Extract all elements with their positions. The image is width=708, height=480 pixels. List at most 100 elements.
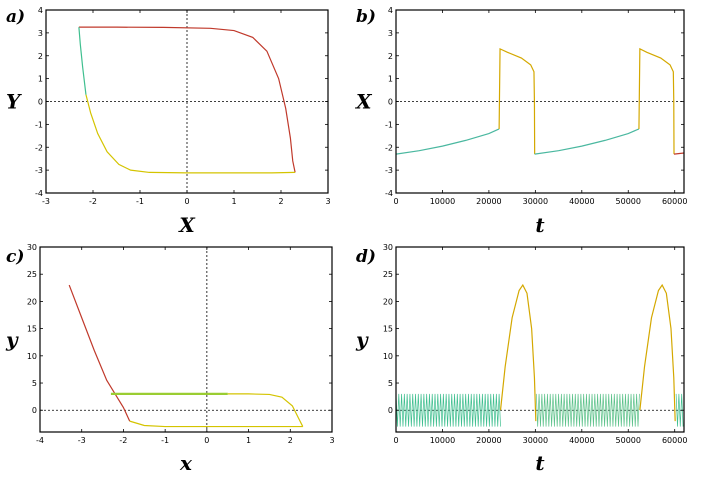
y-axis-label: Y (6, 90, 22, 114)
x-axis-label: t (535, 213, 545, 237)
y-tick-label: -1 (385, 120, 393, 129)
x-tick-label: 2 (278, 197, 283, 206)
y-tick-label: -1 (35, 120, 43, 129)
x-tick-label: 0 (204, 436, 209, 445)
series-left-branch (78, 27, 87, 95)
x-tick-label: 30000 (523, 197, 548, 206)
y-tick-label: 15 (27, 325, 37, 334)
panel-label: c) (6, 247, 24, 267)
y-tick-label: -4 (385, 189, 393, 198)
y-tick-label: 0 (32, 406, 37, 415)
y-tick-label: 1 (38, 75, 43, 84)
y-tick-label: 15 (383, 325, 393, 334)
y-tick-label: 0 (38, 98, 43, 107)
x-tick-label: 60000 (662, 436, 687, 445)
x-tick-label: 2 (288, 436, 293, 445)
x-tick-label: 60000 (662, 197, 687, 206)
y-tick-label: -3 (385, 166, 393, 175)
y-tick-label: 25 (383, 270, 393, 279)
x-tick-label: 10000 (430, 197, 455, 206)
x-tick-label: -2 (119, 436, 127, 445)
y-tick-label: -3 (35, 166, 43, 175)
y-tick-label: 4 (38, 6, 43, 15)
plot-frame (395, 246, 685, 433)
series-cycle-1-slow (396, 128, 500, 155)
x-tick-label: 0 (393, 197, 398, 206)
y-tick-label: -2 (35, 143, 43, 152)
panel-label: b) (356, 7, 376, 27)
series-burst-1 (499, 283, 537, 422)
series-tail (673, 152, 684, 155)
y-tick-label: 0 (388, 406, 393, 415)
x-tick-label: 0 (184, 197, 189, 206)
x-tick-label: 3 (329, 436, 334, 445)
y-tick-label: 3 (38, 29, 43, 38)
panel-b: 0 10000 20000 30000 40000 50000 60000 -4 -3 -2 -1 0… (354, 6, 687, 237)
x-tick-label: 1 (246, 436, 251, 445)
plot-frame (39, 246, 333, 433)
series-cycle-1-jump (498, 47, 536, 155)
y-tick-label: 5 (32, 379, 37, 388)
series-right-branch (227, 393, 304, 427)
x-tick-label: 40000 (569, 436, 594, 445)
oscillation-series-3 (675, 393, 684, 427)
panel-d: 0 10000 20000 30000 40000 50000 60000 0 5 10 15 20 2… (355, 243, 687, 475)
y-tick-label: 30 (27, 243, 37, 252)
y-tick-label: 2 (388, 52, 393, 61)
series-cycle-2-slow (534, 128, 640, 155)
x-tick-label: -3 (42, 197, 50, 206)
y-tick-label: 10 (383, 352, 393, 361)
y-tick-label: -2 (385, 143, 393, 152)
x-tick-label: 40000 (569, 197, 594, 206)
x-tick-label: 30000 (523, 436, 548, 445)
x-tick-label: -1 (136, 197, 144, 206)
plot-area (396, 47, 684, 155)
x-tick-label: -2 (89, 197, 97, 206)
y-tick-label: 4 (388, 6, 393, 15)
y-tick-label: 10 (27, 352, 37, 361)
y-tick-label: 2 (38, 52, 43, 61)
y-tick-label: 5 (388, 379, 393, 388)
series-top-branch (78, 26, 296, 173)
x-tick-label: 20000 (476, 197, 501, 206)
panel-label: d) (356, 247, 376, 267)
series-left-descending-branch (68, 284, 131, 422)
x-tick-label: -4 (36, 436, 44, 445)
y-tick-label: 20 (383, 297, 393, 306)
x-axis-label: x (179, 451, 193, 475)
y-axis-label: y (5, 328, 19, 352)
y-tick-label: 20 (27, 297, 37, 306)
x-tick-label: 10000 (430, 436, 455, 445)
oscillation-series-2 (535, 393, 640, 427)
series-burst-2 (639, 283, 676, 422)
x-axis-label: X (177, 213, 196, 237)
plot-area (68, 284, 304, 428)
y-tick-label: 25 (27, 270, 37, 279)
x-tick-label: -3 (78, 436, 86, 445)
panel-label: a) (6, 7, 25, 27)
x-tick-label: 0 (393, 436, 398, 445)
y-tick-label: -4 (35, 189, 43, 198)
x-tick-label: 20000 (476, 436, 501, 445)
x-axis-label: t (535, 451, 545, 475)
y-tick-label: 1 (388, 75, 393, 84)
y-axis-label: X (354, 90, 373, 114)
y-tick-label: 0 (388, 98, 393, 107)
y-tick-label: 3 (388, 29, 393, 38)
series-bottom-branch (85, 94, 296, 174)
y-axis-label: y (355, 328, 369, 352)
x-tick-label: 50000 (616, 436, 641, 445)
series-cycle-2-jump (638, 47, 675, 155)
y-tick-label: 30 (383, 243, 393, 252)
x-tick-label: 50000 (616, 197, 641, 206)
series-bottom-branch (129, 420, 303, 428)
plot-area (396, 283, 684, 427)
oscillation-series-1 (396, 393, 501, 427)
x-tick-label: -1 (161, 436, 169, 445)
plot-area (78, 26, 296, 174)
x-tick-label: 3 (325, 197, 330, 206)
x-tick-label: 1 (231, 197, 236, 206)
